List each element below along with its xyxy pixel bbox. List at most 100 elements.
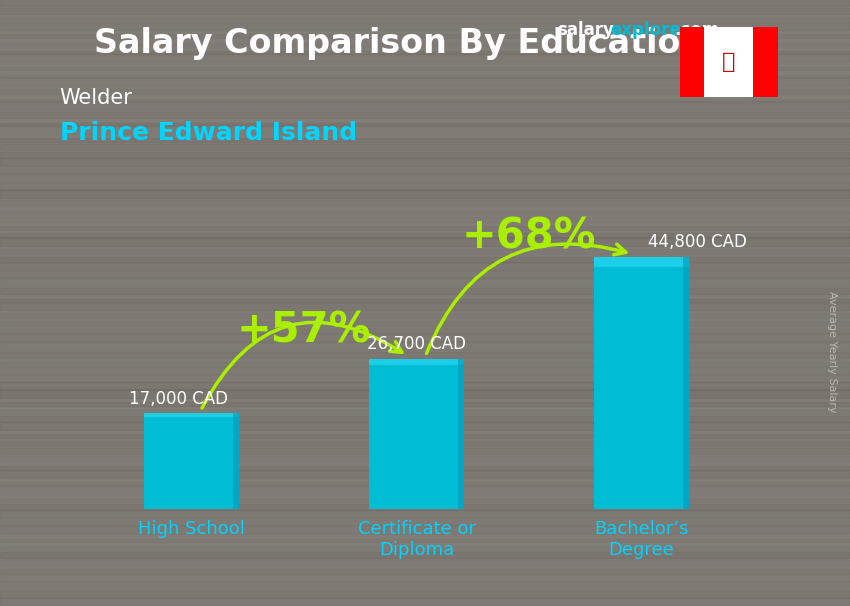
Bar	[0, 466, 850, 470]
Bar	[0, 448, 850, 454]
Bar	[0, 499, 850, 502]
Bar	[0, 54, 850, 62]
Bar	[0, 575, 850, 582]
Bar	[144, 413, 239, 509]
Bar	[0, 271, 850, 278]
Text: +68%: +68%	[462, 216, 596, 258]
Bar	[0, 262, 850, 270]
Bar	[0, 441, 850, 446]
Bar	[458, 359, 464, 509]
Bar	[369, 359, 464, 509]
Bar	[0, 23, 850, 30]
Bar	[705, 27, 753, 97]
Text: .com: .com	[674, 21, 719, 39]
Bar	[0, 51, 850, 54]
Bar	[0, 539, 850, 542]
Bar	[0, 520, 850, 526]
Bar	[0, 352, 850, 358]
Bar	[0, 422, 850, 430]
Bar	[0, 158, 850, 166]
Bar	[0, 303, 850, 310]
Bar	[0, 288, 850, 294]
Bar	[0, 249, 850, 254]
Bar	[0, 525, 850, 534]
Bar	[369, 359, 464, 365]
Bar	[0, 485, 850, 494]
Bar	[0, 43, 850, 46]
Bar	[0, 328, 850, 334]
Bar	[0, 313, 850, 318]
Bar	[0, 482, 850, 486]
Bar	[0, 510, 850, 518]
Text: explorer: explorer	[610, 21, 689, 39]
Bar	[0, 77, 850, 86]
Bar	[753, 27, 778, 97]
Bar	[0, 456, 850, 462]
Bar	[0, 362, 850, 366]
Bar	[0, 144, 850, 150]
Bar	[0, 470, 850, 478]
Bar	[0, 189, 850, 198]
Bar	[0, 67, 850, 70]
Bar	[233, 413, 239, 509]
Bar	[0, 402, 850, 406]
Text: 44,800 CAD: 44,800 CAD	[648, 233, 747, 251]
Text: Average Yearly Salary: Average Yearly Salary	[827, 291, 837, 412]
Bar	[0, 0, 850, 6]
Bar	[0, 89, 850, 94]
Bar	[0, 168, 850, 174]
Bar	[0, 138, 850, 142]
Bar	[0, 277, 850, 286]
Bar	[0, 333, 850, 342]
Bar	[0, 123, 850, 126]
Bar	[683, 257, 689, 509]
Bar	[0, 597, 850, 606]
Bar	[0, 101, 850, 110]
Text: Prince Edward Island: Prince Edward Island	[60, 121, 357, 145]
Bar	[0, 546, 850, 550]
Bar	[0, 200, 850, 206]
Bar	[0, 504, 850, 510]
Bar	[0, 99, 850, 102]
Bar	[0, 367, 850, 374]
Bar	[0, 237, 850, 246]
Bar	[594, 257, 688, 509]
Bar	[0, 299, 850, 302]
Bar	[0, 17, 850, 22]
Text: Welder: Welder	[60, 88, 133, 108]
Text: Salary Comparison By Education: Salary Comparison By Education	[94, 27, 705, 60]
Bar	[594, 257, 688, 267]
Bar	[0, 374, 850, 382]
Bar	[0, 581, 850, 590]
Bar	[0, 125, 850, 134]
Bar	[0, 591, 850, 598]
Bar	[0, 217, 850, 222]
Bar	[0, 34, 850, 38]
Bar	[0, 416, 850, 422]
Bar	[0, 552, 850, 558]
Bar	[680, 27, 705, 97]
Bar	[0, 560, 850, 566]
Bar	[0, 152, 850, 158]
Bar	[0, 75, 850, 78]
Text: +57%: +57%	[237, 310, 371, 351]
Bar	[0, 211, 850, 214]
Bar	[0, 410, 850, 414]
Bar	[0, 183, 850, 190]
Bar	[0, 226, 850, 230]
Text: salary: salary	[557, 21, 614, 39]
Bar	[0, 382, 850, 390]
Text: 26,700 CAD: 26,700 CAD	[367, 335, 466, 353]
Text: 🍁: 🍁	[722, 52, 735, 72]
Bar	[0, 8, 850, 14]
Bar	[0, 233, 850, 238]
Bar	[0, 569, 850, 574]
Bar	[144, 413, 239, 417]
Bar	[0, 341, 850, 350]
Text: 17,000 CAD: 17,000 CAD	[128, 390, 228, 408]
Bar	[0, 112, 850, 118]
Bar	[0, 434, 850, 438]
Bar	[0, 257, 850, 262]
Bar	[0, 173, 850, 182]
Bar	[0, 321, 850, 326]
